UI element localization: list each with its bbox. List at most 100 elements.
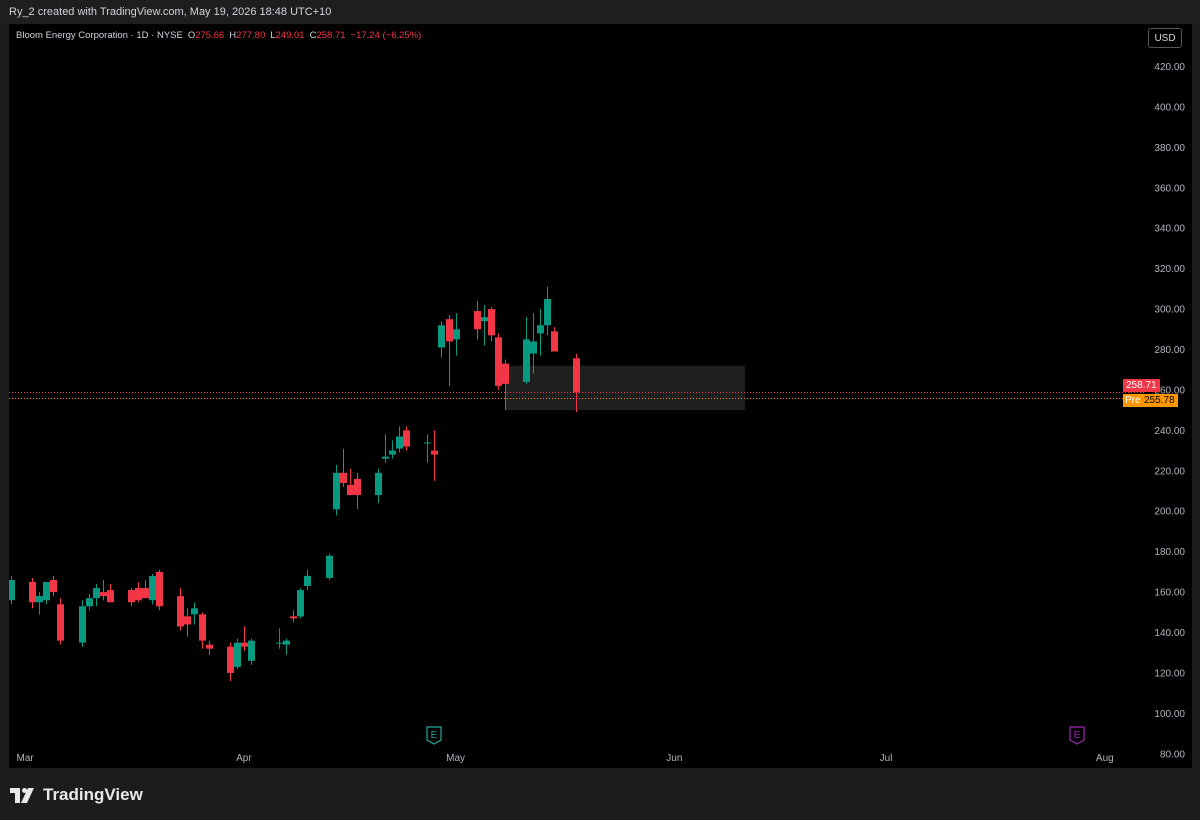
candle[interactable]: [248, 638, 255, 665]
candle[interactable]: [354, 472, 361, 510]
candle[interactable]: [544, 286, 551, 336]
candle[interactable]: [530, 313, 537, 374]
candle-body: [57, 604, 64, 641]
candle[interactable]: [149, 573, 156, 605]
candle[interactable]: [227, 642, 234, 682]
y-tick-label: 280.00: [1154, 345, 1185, 356]
candle[interactable]: [290, 610, 297, 623]
candle-body: [544, 298, 551, 326]
candle[interactable]: [431, 430, 438, 481]
change-value: −17.24 (−6.25%): [350, 30, 422, 41]
candle[interactable]: [382, 434, 389, 463]
candle-body: [276, 642, 283, 644]
candle[interactable]: [156, 569, 163, 611]
candle[interactable]: [43, 582, 50, 605]
earnings-icon[interactable]: E: [1069, 726, 1085, 745]
candle[interactable]: [333, 464, 340, 516]
earnings-icon[interactable]: E: [426, 726, 442, 745]
tradingview-logo-icon: [10, 787, 34, 803]
y-tick-label: 100.00: [1154, 709, 1185, 720]
candle[interactable]: [93, 584, 100, 607]
x-tick-label: May: [446, 753, 465, 764]
candle[interactable]: [128, 588, 135, 607]
candle[interactable]: [100, 579, 107, 601]
candle[interactable]: [283, 638, 290, 655]
candlestick-chart[interactable]: 80.00 100.00 120.00 140.00 160.00 180.00 200.0…: [9, 24, 1192, 768]
candle[interactable]: [537, 309, 544, 356]
candle[interactable]: [403, 426, 410, 451]
candle[interactable]: [107, 584, 114, 603]
currency-button[interactable]: USD: [1148, 28, 1182, 48]
candle[interactable]: [276, 628, 283, 649]
candle[interactable]: [396, 426, 403, 453]
candle[interactable]: [50, 575, 57, 597]
candle-body: [79, 606, 86, 643]
candle-body: [438, 325, 445, 348]
candle[interactable]: [304, 569, 311, 591]
candle-body: [389, 450, 396, 455]
candle[interactable]: [347, 468, 354, 496]
premarket-label-text: Pre: [1125, 395, 1141, 406]
candle[interactable]: [86, 594, 93, 611]
y-tick-label: 260.00: [1154, 385, 1185, 396]
candle-body: [502, 363, 509, 384]
candle[interactable]: [481, 305, 488, 346]
candle[interactable]: [474, 300, 481, 340]
candle[interactable]: [453, 313, 460, 356]
candle-body: [135, 588, 142, 601]
symbol-legend[interactable]: Bloom Energy Corporation · 1D · NYSE O275…: [16, 30, 421, 41]
candle[interactable]: [177, 588, 184, 631]
candle[interactable]: [191, 602, 198, 625]
candle[interactable]: [234, 638, 241, 669]
candle[interactable]: [79, 600, 86, 647]
candle[interactable]: [206, 640, 213, 655]
candle[interactable]: [57, 598, 64, 645]
candle[interactable]: [375, 468, 382, 504]
candle-body: [446, 319, 453, 342]
y-tick-label: 340.00: [1154, 224, 1185, 235]
candle[interactable]: [184, 608, 191, 637]
footer: TradingView: [0, 768, 1200, 820]
candle-body: [326, 555, 333, 578]
y-tick-label: 360.00: [1154, 183, 1185, 194]
candle-body: [206, 644, 213, 649]
y-tick-label: 300.00: [1154, 305, 1185, 316]
candle-body: [93, 588, 100, 599]
candle[interactable]: [241, 626, 248, 651]
candle[interactable]: [446, 315, 453, 386]
y-tick-label: 180.00: [1154, 547, 1185, 558]
candle[interactable]: [142, 579, 149, 599]
attribution-bar: Ry_2 created with TradingView.com, May 1…: [0, 0, 1200, 24]
candle[interactable]: [36, 592, 43, 615]
candle-body: [523, 339, 530, 382]
tradingview-logo-text: TradingView: [43, 785, 143, 804]
candle[interactable]: [573, 353, 580, 413]
candle-body: [290, 616, 297, 619]
candle[interactable]: [199, 612, 206, 649]
tradingview-logo[interactable]: TradingView: [10, 785, 143, 805]
high-label: H: [229, 30, 237, 41]
y-tick-label: 120.00: [1154, 668, 1185, 679]
candle-body: [86, 598, 93, 607]
candle[interactable]: [297, 588, 304, 619]
candle[interactable]: [29, 577, 36, 609]
candle[interactable]: [551, 327, 558, 352]
candle[interactable]: [340, 448, 347, 487]
candle[interactable]: [9, 575, 15, 605]
candle[interactable]: [488, 307, 495, 342]
candle[interactable]: [389, 440, 396, 459]
y-tick-label: 380.00: [1154, 143, 1185, 154]
symbol-name[interactable]: Bloom Energy Corporation · 1D · NYSE: [16, 30, 183, 41]
candle[interactable]: [523, 317, 530, 384]
candle[interactable]: [438, 321, 445, 358]
candle[interactable]: [495, 333, 502, 390]
candle-body: [234, 642, 241, 667]
candle[interactable]: [502, 359, 509, 411]
y-tick-label: 420.00: [1154, 62, 1185, 73]
candle[interactable]: [326, 553, 333, 580]
highlight-zone[interactable]: [504, 365, 745, 411]
earnings-label: E: [431, 730, 438, 741]
chart-panel[interactable]: 80.00 100.00 120.00 140.00 160.00 180.00 200.0…: [9, 24, 1192, 768]
candle[interactable]: [424, 434, 431, 463]
candle[interactable]: [135, 582, 142, 603]
